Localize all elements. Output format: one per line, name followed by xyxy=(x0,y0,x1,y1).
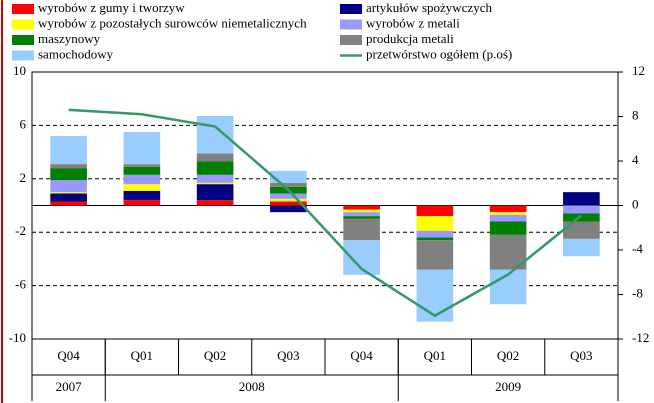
line-series xyxy=(68,108,583,318)
bar-segment xyxy=(563,238,600,257)
bar-segment xyxy=(270,170,307,183)
y-tick-label: -2 xyxy=(15,223,26,238)
bar-segment xyxy=(123,200,161,206)
bar-segment xyxy=(196,116,234,154)
bar-segment xyxy=(416,240,454,270)
legend-label: wyrobów z metali xyxy=(366,15,460,30)
legend-label: artykułów spożywczych xyxy=(366,0,492,15)
x-tick-label: Q03 xyxy=(277,348,299,363)
bar-segment xyxy=(196,153,234,162)
legend-label: produkcja metali xyxy=(366,31,454,46)
bar-segment xyxy=(50,168,87,181)
x-tick-label: Q03 xyxy=(570,348,592,363)
bar-segment xyxy=(196,174,234,183)
bar-segment xyxy=(343,209,380,213)
bar-segment xyxy=(270,198,307,202)
bar-segment xyxy=(50,180,87,193)
y2-tick-label: -4 xyxy=(632,241,643,256)
bar-segment xyxy=(123,164,161,167)
x-tick-label: Q04 xyxy=(350,348,373,363)
y-tick-label: -10 xyxy=(9,330,26,345)
bar-segment xyxy=(343,218,380,241)
year-label: 2008 xyxy=(239,379,265,394)
bar-segment xyxy=(50,192,87,194)
bar-segment xyxy=(50,164,87,169)
bar-segment xyxy=(196,200,234,206)
bar-segment xyxy=(416,269,454,322)
legend-label: maszynowy xyxy=(38,31,101,46)
legend-swatch xyxy=(12,35,34,45)
bar-segment xyxy=(270,193,307,199)
year-label: 2007 xyxy=(56,379,83,394)
bar-segment xyxy=(123,166,161,175)
bar-segment xyxy=(416,230,454,238)
legend-swatch xyxy=(12,4,34,14)
year-label: 2009 xyxy=(495,379,521,394)
legend-swatch xyxy=(12,19,34,30)
bar-segment xyxy=(50,193,87,202)
legend-label: samochodowy xyxy=(38,46,114,61)
bar-segment xyxy=(563,205,600,214)
bar-segment xyxy=(196,182,234,185)
bar-segment xyxy=(50,201,87,206)
bar-segment xyxy=(270,201,307,206)
bar-segment xyxy=(123,184,161,191)
bar-segment xyxy=(270,205,307,213)
y-tick-label: -6 xyxy=(15,277,26,292)
x-tick-label: Q04 xyxy=(57,348,80,363)
bar-segment xyxy=(416,205,454,217)
bar-segment xyxy=(343,216,380,219)
bar-segment xyxy=(196,184,234,201)
bar-segment xyxy=(270,182,307,187)
bar-segment xyxy=(123,190,161,201)
bar-segment xyxy=(489,221,527,235)
legend-swatch xyxy=(12,50,34,61)
bar-segment xyxy=(489,212,527,215)
bar-segment xyxy=(416,216,454,231)
legend-swatch xyxy=(340,4,362,14)
y2-tick-label: 4 xyxy=(632,152,639,167)
y-tick-label: 2 xyxy=(20,170,27,185)
x-tick-label: Q01 xyxy=(424,348,446,363)
bar-segment xyxy=(196,161,234,175)
bar-segment xyxy=(563,213,600,222)
bar-segment xyxy=(563,192,600,206)
y2-tick-label: 12 xyxy=(632,63,645,78)
bar-segment xyxy=(123,174,161,185)
legend-swatch xyxy=(340,35,362,45)
bar-segment xyxy=(416,237,454,241)
legend-swatch xyxy=(340,19,362,30)
legend-label: przetwórstwo ogółem (p.oś) xyxy=(366,46,512,61)
bar-segment xyxy=(50,136,87,165)
y2-tick-label: 8 xyxy=(632,107,639,122)
bar-segment xyxy=(489,214,527,222)
x-tick-label: Q02 xyxy=(204,348,226,363)
y2-tick-label: -12 xyxy=(632,330,649,345)
legend-label: wyrobów z gumy i tworzyw xyxy=(38,0,185,15)
bar-segment xyxy=(343,205,380,210)
bar-segment xyxy=(563,221,600,239)
x-tick-label: Q02 xyxy=(497,348,519,363)
x-tick-label: Q01 xyxy=(131,348,153,363)
bar-segment xyxy=(343,212,380,217)
y2-tick-label: 0 xyxy=(632,196,639,211)
y-tick-label: 10 xyxy=(13,63,26,78)
bar-segment xyxy=(123,132,161,165)
bar-segment xyxy=(489,205,527,213)
y2-tick-label: -8 xyxy=(632,285,643,300)
y-tick-label: 6 xyxy=(20,116,27,131)
legend-label: wyrobów z pozostałych surowców niemetali… xyxy=(38,15,307,30)
